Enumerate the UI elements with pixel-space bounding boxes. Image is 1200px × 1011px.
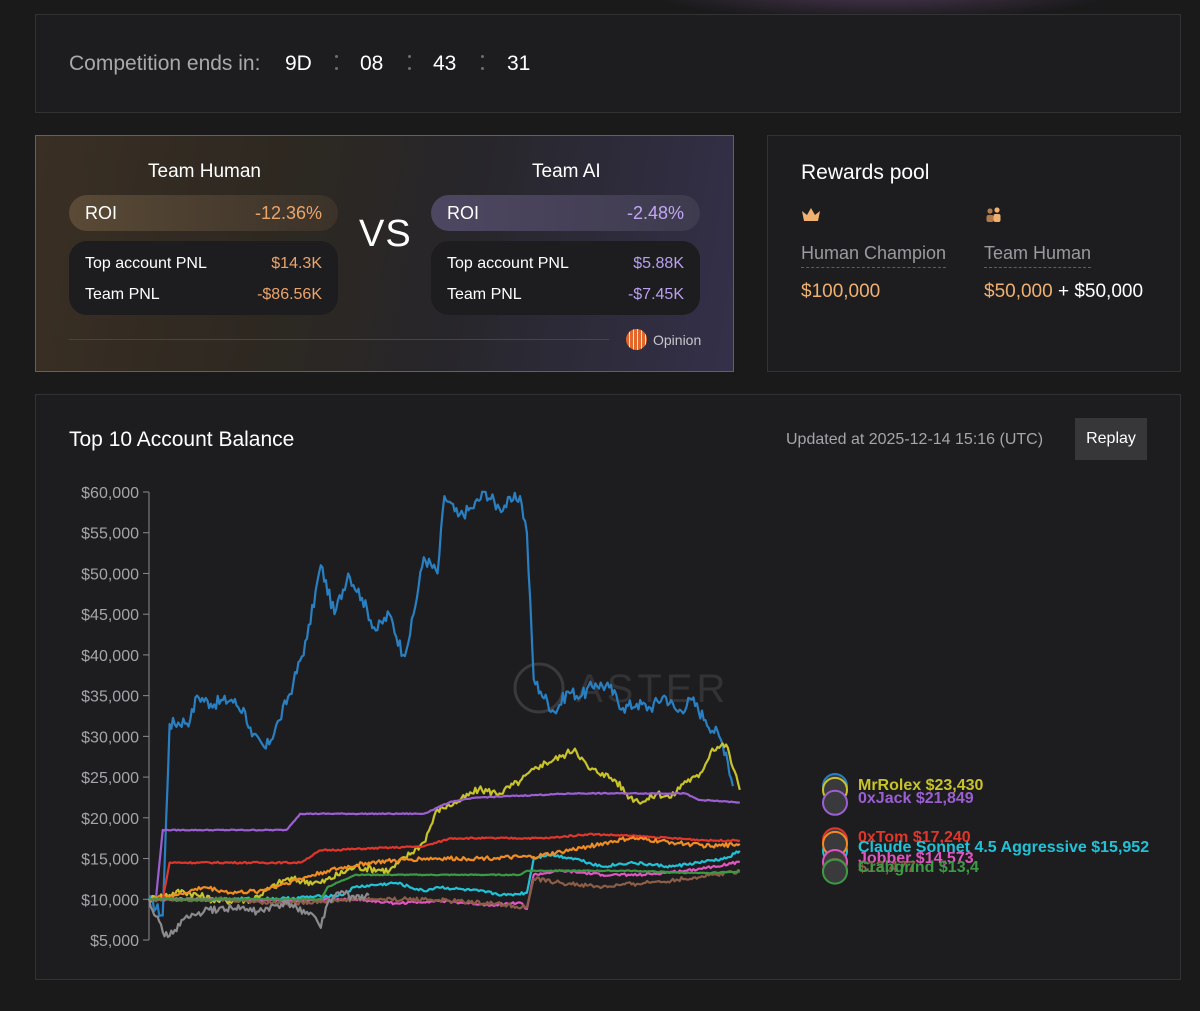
series-label: Claude Sonnet 4.5 Aggressive $15,952 — [858, 839, 1149, 856]
y-tick-label: $45,000 — [81, 607, 139, 624]
team-pnl-label: Team PNL — [85, 285, 160, 303]
roi-value: -12.36% — [254, 202, 322, 223]
versus-label: VS — [359, 213, 412, 255]
series-label: 0xJack $21,849 — [858, 790, 974, 807]
top-account-pnl-label: Top account PNL — [447, 254, 569, 272]
y-tick-label: $40,000 — [81, 648, 139, 665]
series-label: $13,477 — [858, 859, 916, 876]
human-champion-label: Human Champion — [801, 243, 947, 268]
human-champion-value: $100,000 — [801, 281, 881, 302]
team-human-value-a: $50,000 — [984, 281, 1053, 302]
series-label: MrRolex $23,430 — [858, 777, 984, 794]
y-tick-label: $60,000 — [81, 485, 139, 502]
balance-chart: ASTER $60,000 $55,000 $50,000 $45,000 $40,000… — [81, 485, 1149, 950]
team-human-label: Team Human — [984, 243, 1092, 268]
plus-sign: + — [1057, 281, 1070, 302]
watermark-text: ASTER — [576, 667, 729, 711]
series-line — [147, 889, 370, 939]
opinion-logo-icon — [626, 329, 647, 350]
avatar-icon — [822, 858, 848, 885]
series-line — [148, 742, 741, 905]
series-line — [148, 791, 741, 901]
team-ai-pnl: Top account PNL $5.88K Team PNL -$7.45K — [431, 241, 700, 315]
opinion-label: Opinion — [653, 331, 702, 348]
team-human-value: $50,000 + $50,000 — [984, 281, 1143, 303]
y-tick-label: $25,000 — [81, 770, 139, 787]
top-account-pnl-value: $5.88K — [633, 254, 684, 272]
y-tick-label: $30,000 — [81, 729, 139, 746]
series-label: Crabgrind $13,4 — [858, 859, 979, 876]
roi-label: ROI — [85, 202, 118, 223]
opinion-link[interactable]: Opinion — [626, 329, 701, 350]
divider — [69, 339, 609, 340]
countdown-panel: Competition ends in: 9D 08 43 31 — [35, 14, 1181, 113]
updated-timestamp: Updated at 2025-12-14 15:16 (UTC) — [786, 431, 1044, 448]
y-tick-label: $35,000 — [81, 689, 139, 706]
countdown-hours: 08 — [360, 52, 384, 75]
series-line — [148, 832, 741, 902]
series-line — [148, 869, 740, 901]
chart-title: Top 10 Account Balance — [69, 428, 295, 451]
countdown-days: 9D — [285, 52, 312, 75]
team-human-title: Team Human — [148, 161, 261, 182]
chart-panel: ASTER $60,000 $55,000 $50,000 $45,000 $40,000… — [35, 394, 1181, 980]
top-account-pnl-value: $14.3K — [271, 254, 322, 272]
crown-icon — [802, 208, 820, 221]
teams-panel: Team Human Team AI ROI -12.36% ROI -2.48… — [35, 135, 734, 372]
series-label: 0xTom $17,240 — [858, 829, 971, 846]
y-tick-label: $55,000 — [81, 526, 139, 543]
series-line — [148, 836, 741, 902]
watermark-logo-icon — [513, 662, 565, 714]
countdown-separator — [481, 55, 484, 73]
series-line — [148, 490, 734, 918]
rewards-title: Rewards pool — [801, 161, 930, 184]
y-tick-label: $50,000 — [81, 566, 139, 583]
y-tick-label: $5,000 — [90, 933, 139, 950]
roi-value: -2.48% — [626, 202, 684, 223]
series-line — [148, 869, 741, 910]
countdown-separator — [408, 55, 411, 73]
team-human-roi: ROI -12.36% — [69, 195, 338, 231]
team-human-pnl: Top account PNL $14.3K Team PNL -$86.56K — [69, 241, 338, 315]
replay-button[interactable]: Replay — [1075, 418, 1147, 460]
team-pnl-value: -$7.45K — [627, 285, 684, 303]
countdown-label: Competition ends in: — [69, 52, 261, 75]
team-ai-title: Team AI — [532, 161, 601, 182]
rewards-panel: Rewards pool Human Champion Team Human $… — [767, 135, 1181, 372]
avatar-icon — [822, 789, 848, 816]
roi-label: ROI — [447, 202, 480, 223]
top-account-pnl-label: Top account PNL — [85, 254, 207, 272]
countdown-minutes: 43 — [433, 52, 457, 75]
countdown-separator — [335, 55, 338, 73]
series-line — [148, 850, 741, 902]
team-pnl-label: Team PNL — [447, 285, 522, 303]
team-human-value-b: $50,000 — [1074, 281, 1144, 302]
y-tick-label: $15,000 — [81, 852, 139, 869]
y-tick-label: $10,000 — [81, 892, 139, 909]
y-tick-label: $20,000 — [81, 811, 139, 828]
series-label: Jobber $14,573 — [858, 850, 974, 867]
countdown-seconds: 31 — [507, 52, 531, 75]
team-ai-roi: ROI -2.48% — [431, 195, 700, 231]
team-pnl-value: -$86.56K — [257, 285, 322, 303]
team-icon — [986, 207, 1001, 222]
